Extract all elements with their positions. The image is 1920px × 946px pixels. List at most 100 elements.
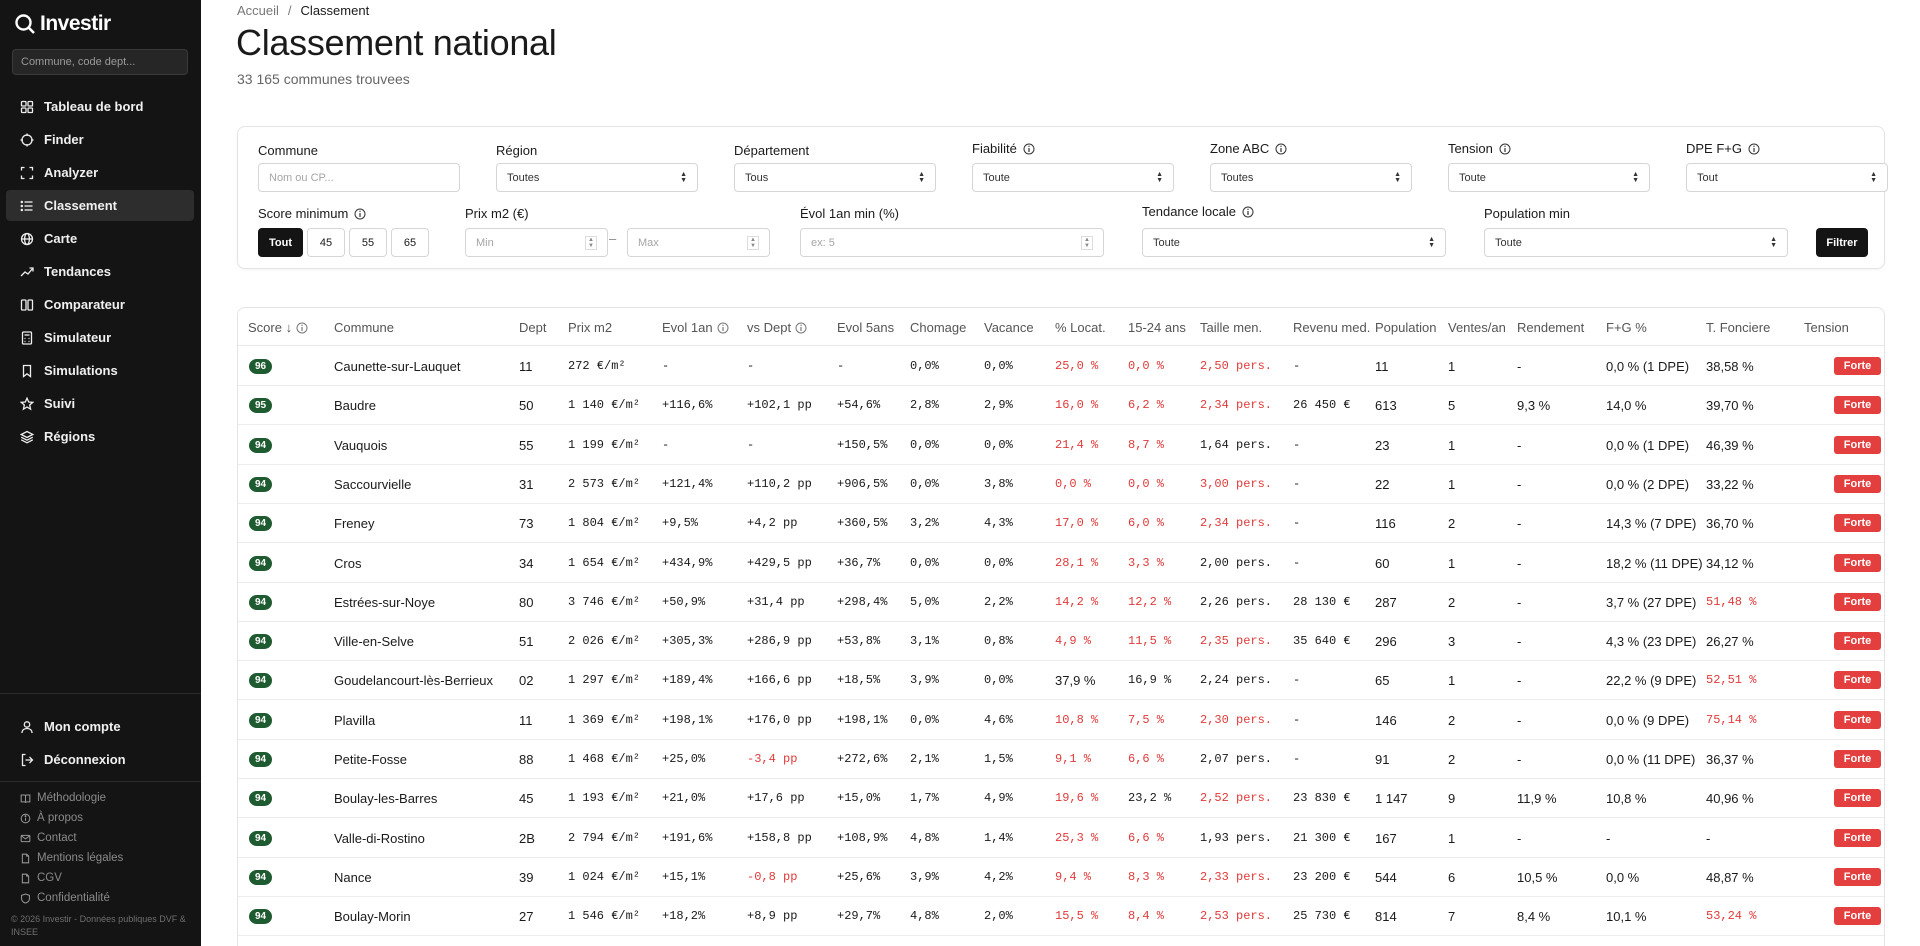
locat-value: 4,9 %: [1055, 634, 1092, 649]
table-row[interactable]: 94 Plavilla 11 1 369 €/m² +198,1% +176,0 pp +1…: [238, 701, 1884, 740]
table-row[interactable]: 94 Goudelancourt-lès-Berrieux 02 1 297 €/m²…: [238, 661, 1884, 701]
info-icon[interactable]: [1748, 143, 1760, 155]
sidebar-item-tableau-de-bord[interactable]: Tableau de bord: [6, 91, 194, 122]
sidebar-item-analyzer[interactable]: Analyzer: [6, 157, 194, 188]
column-header[interactable]: Vacance: [984, 320, 1034, 335]
sidebar-item-tendances[interactable]: Tendances: [6, 256, 194, 287]
sidebar-item-suivi[interactable]: Suivi: [6, 388, 194, 419]
breadcrumb-home[interactable]: Accueil: [237, 3, 279, 18]
info-icon[interactable]: [795, 322, 807, 334]
table-row[interactable]: 94 Petite-Fosse 88 1 468 €/m² +25,0% -3,4 pp +…: [238, 740, 1884, 779]
score-option-all[interactable]: Tout: [258, 228, 303, 257]
column-header[interactable]: Rendement: [1517, 320, 1584, 335]
footer-link[interactable]: CGV: [8, 868, 196, 888]
info-icon[interactable]: [1023, 143, 1035, 155]
tendance-select[interactable]: Toute ▲ ▼: [1142, 228, 1446, 257]
table-row[interactable]: 94 Boulay-Morin 27 1 546 €/m² +18,2% +8,9 pp +…: [238, 897, 1884, 937]
prix-m2-value: 1 199 €/m²: [568, 437, 641, 452]
info-icon[interactable]: [717, 322, 729, 334]
sidebar-item-finder[interactable]: Finder: [6, 124, 194, 155]
table-row[interactable]: 94 Freney 73 1 804 €/m² +9,5% +4,2 pp +360,5% 3…: [238, 504, 1884, 544]
score-option-45[interactable]: 45: [307, 228, 345, 257]
footer-link[interactable]: Méthodologie: [8, 788, 196, 808]
sidebar-item-simulateur[interactable]: Simulateur: [6, 322, 194, 353]
tension-select[interactable]: Toute ▲ ▼: [1448, 163, 1650, 192]
evol-min-input[interactable]: ex: 5 ▲ ▼: [800, 228, 1104, 257]
column-header[interactable]: Score ↓: [248, 320, 308, 335]
info-icon[interactable]: [1275, 143, 1287, 155]
column-header-label: Score ↓: [248, 320, 293, 335]
filter-button[interactable]: Filtrer: [1816, 228, 1868, 257]
sidebar-item-carte[interactable]: Carte: [6, 223, 194, 254]
sidebar-item-simulations[interactable]: Simulations: [6, 355, 194, 386]
zone-abc-select[interactable]: Toutes ▲ ▼: [1210, 163, 1412, 192]
footer-links: Méthodologie À propos Contact Mentions léga…: [8, 788, 196, 908]
column-header[interactable]: % Locat.: [1055, 320, 1106, 335]
taille-menage-value: 1,93 pers.: [1200, 830, 1273, 845]
tension-badge: Forte: [1834, 357, 1881, 375]
table-row[interactable]: 94 Vauquois 55 1 199 €/m² - - +150,5% 0,0% 0,0% 2…: [238, 426, 1884, 465]
table-row[interactable]: 94 Saccourvielle 31 2 573 €/m² +121,4% +110,2…: [238, 465, 1884, 504]
departement-select[interactable]: Tous ▲ ▼: [734, 163, 936, 192]
prix-min-input[interactable]: Min ▲ ▼: [465, 228, 608, 257]
column-header[interactable]: T. Fonciere: [1706, 320, 1770, 335]
table-row[interactable]: 94 Boulay-les-Barres 45 1 193 €/m² +21,0% +17…: [238, 779, 1884, 819]
column-header[interactable]: 15-24 ans: [1128, 320, 1186, 335]
column-header[interactable]: Evol 5ans: [837, 320, 894, 335]
table-row[interactable]: 94 Nance 39 1 024 €/m² +15,1% -0,8 pp +25,6% 3,…: [238, 858, 1884, 897]
table-row[interactable]: 95 Baudre 50 1 140 €/m² +116,6% +102,1 pp +54,…: [238, 386, 1884, 426]
table-row[interactable]: 93Murles342 539 €/m²+17,1%+11,8 pp+26,8%…: [238, 937, 1884, 946]
column-header[interactable]: vs Dept: [747, 320, 807, 335]
commune-name: Cros: [334, 555, 362, 571]
footer-link[interactable]: Mentions légales: [8, 848, 196, 868]
table-row[interactable]: 96 Caunette-sur-Lauquet 11 272 €/m² - - - 0,0% 0…: [238, 347, 1884, 386]
column-header[interactable]: Dept: [519, 320, 546, 335]
table-row[interactable]: 94 Ville-en-Selve 51 2 026 €/m² +305,3% +286,…: [238, 622, 1884, 662]
footer-link[interactable]: À propos: [8, 808, 196, 828]
globe-icon: [20, 232, 34, 246]
column-header[interactable]: Evol 1an: [662, 320, 729, 335]
spinner-icon[interactable]: ▲ ▼: [585, 235, 597, 250]
sidebar-search-input[interactable]: [12, 49, 188, 75]
app-logo[interactable]: Investir: [14, 12, 111, 36]
dpe-select[interactable]: Tout ▲ ▼: [1686, 163, 1888, 192]
spinner-icon[interactable]: ▲ ▼: [747, 235, 759, 250]
commune-input[interactable]: Nom ou CP...: [258, 163, 460, 192]
region-select[interactable]: Toutes ▲ ▼: [496, 163, 698, 192]
column-header[interactable]: Tension: [1804, 320, 1849, 335]
score-option-65[interactable]: 65: [391, 228, 429, 257]
column-header[interactable]: Ventes/an: [1448, 320, 1506, 335]
prix-max-input[interactable]: Max ▲ ▼: [627, 228, 770, 257]
ventes-value: 1: [1448, 673, 1456, 689]
info-icon[interactable]: [1499, 143, 1511, 155]
info-icon[interactable]: [296, 322, 308, 334]
column-header[interactable]: Prix m2: [568, 320, 612, 335]
footer-link[interactable]: Confidentialité: [8, 888, 196, 908]
footer-link[interactable]: Contact: [8, 828, 196, 848]
account-link[interactable]: Mon compte: [6, 711, 194, 742]
info-icon[interactable]: [1242, 206, 1254, 218]
table-row[interactable]: 94 Estrées-sur-Noye 80 3 746 €/m² +50,9% +31,…: [238, 583, 1884, 622]
column-header[interactable]: F+G %: [1606, 320, 1647, 335]
sidebar-item-classement[interactable]: Classement: [6, 190, 194, 221]
sidebar-item-regions[interactable]: Régions: [6, 421, 194, 452]
logout-button[interactable]: Déconnexion: [6, 744, 194, 775]
population-select[interactable]: Toute ▲ ▼: [1484, 228, 1788, 257]
taille-menage-value: 3,00 pers.: [1200, 476, 1273, 491]
column-header[interactable]: Revenu med.: [1293, 320, 1370, 335]
column-header[interactable]: Population: [1375, 320, 1436, 335]
score-option-55[interactable]: 55: [349, 228, 387, 257]
taille-menage-value: 1,64 pers.: [1200, 437, 1273, 452]
table-row[interactable]: 94 Cros 34 1 654 €/m² +434,9% +429,5 pp +36,7%…: [238, 544, 1884, 583]
sidebar-item-comparateur[interactable]: Comparateur: [6, 289, 194, 320]
info-icon[interactable]: [354, 208, 366, 220]
jeunes-value: 3,3 %: [1128, 555, 1165, 570]
column-header[interactable]: Taille men.: [1200, 320, 1262, 335]
table-row[interactable]: 94 Valle-di-Rostino 2B 2 794 €/m² +191,6% +15…: [238, 819, 1884, 858]
column-header[interactable]: Commune: [334, 320, 394, 335]
user-icon: [20, 720, 34, 734]
sidebar-item-label: Analyzer: [44, 165, 99, 180]
spinner-icon[interactable]: ▲ ▼: [1081, 235, 1093, 250]
column-header[interactable]: Chomage: [910, 320, 966, 335]
fiabilite-select[interactable]: Toute ▲ ▼: [972, 163, 1174, 192]
